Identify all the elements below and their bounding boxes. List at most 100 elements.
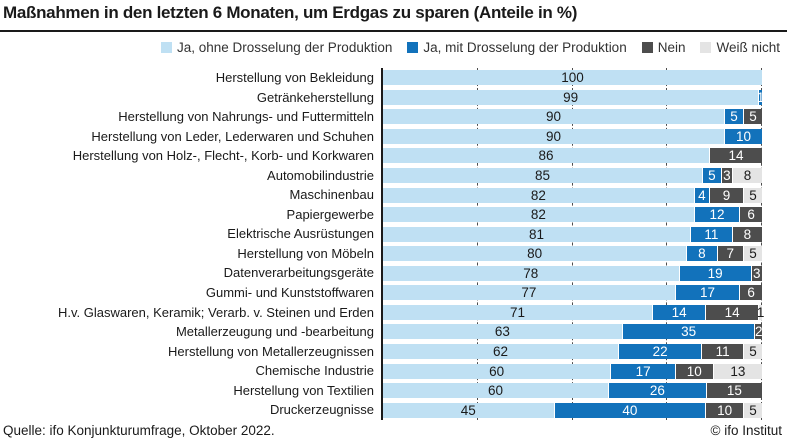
legend-swatch-icon bbox=[641, 42, 653, 53]
plot-gridlines bbox=[383, 68, 762, 420]
category-label: Elektrische Ausrüstungen bbox=[227, 226, 374, 242]
bar-value-label: 9 bbox=[722, 187, 731, 203]
legend-item: Nein bbox=[641, 40, 686, 55]
chart-row: Gummi- und Kunststoffwaren 77 17 6 bbox=[0, 283, 787, 303]
category-label: Chemische Industrie bbox=[255, 363, 375, 379]
chart-title: Maßnahmen in den letzten 6 Monaten, um E… bbox=[3, 3, 578, 22]
bar-value-label: 35 bbox=[681, 324, 697, 340]
legend-label: Nein bbox=[657, 40, 686, 55]
category-label: Herstellung von Holz-, Flecht-, Korb- un… bbox=[72, 148, 374, 164]
bar-value-label: 19 bbox=[707, 265, 723, 281]
bar-segment: 12 bbox=[693, 207, 740, 223]
bar-value-label: 12 bbox=[709, 207, 725, 223]
bar-segment: 85 bbox=[383, 168, 702, 184]
bar-segment: 14 bbox=[705, 304, 759, 320]
bar-stack: 82 4 9 5 bbox=[383, 187, 762, 203]
bar-stack: 60 17 10 13 bbox=[383, 363, 762, 379]
bar-value-label: 15 bbox=[726, 383, 742, 399]
y-axis-line bbox=[381, 68, 383, 420]
bar-value-label: 10 bbox=[686, 363, 702, 379]
chart-row: Metallerzeugung und -bearbeitung 63 35 2 bbox=[0, 322, 787, 342]
category-label: H.v. Glaswaren, Keramik; Verarb. v. Stei… bbox=[58, 304, 374, 320]
bar-value-label: 62 bbox=[492, 343, 508, 359]
bar-segment: 22 bbox=[617, 343, 702, 359]
bar-value-label: 10 bbox=[717, 402, 733, 418]
bar-segment: 35 bbox=[621, 324, 755, 340]
bar-value-label: 13 bbox=[730, 363, 746, 379]
category-label: Herstellung von Metallerzeugnissen bbox=[168, 343, 374, 359]
bar-segment: 62 bbox=[383, 343, 618, 359]
bar-segment: 6 bbox=[739, 285, 762, 301]
bar-value-label: 14 bbox=[724, 304, 740, 320]
source-note: Quelle: ifo Konjunkturumfrage, Oktober 2… bbox=[3, 423, 275, 438]
bar-value-label: 22 bbox=[652, 343, 668, 359]
bar-segment: 8 bbox=[731, 226, 762, 242]
bar-segment: 5 bbox=[743, 187, 762, 203]
bar-segment: 1 bbox=[756, 89, 765, 105]
bar-segment: 14 bbox=[708, 148, 762, 164]
bar-segment: 10 bbox=[705, 402, 744, 418]
category-label: Druckerzeugnisse bbox=[269, 402, 374, 418]
bar-value-label: 17 bbox=[700, 285, 716, 301]
bar-stack: 85 5 3 8 bbox=[383, 168, 762, 184]
bar-segment: 80 bbox=[383, 246, 687, 262]
bar-segment: 3 bbox=[720, 168, 732, 184]
bar-value-label: 3 bbox=[723, 168, 731, 184]
bar-value-label: 80 bbox=[527, 246, 543, 262]
title-divider bbox=[0, 30, 787, 32]
bar-value-label: 85 bbox=[534, 168, 550, 184]
bar-segment: 77 bbox=[383, 285, 675, 301]
category-label: Datenverarbeitungsgeräte bbox=[223, 265, 374, 281]
bar-value-label: 8 bbox=[698, 246, 706, 262]
bar-value-label: 100 bbox=[561, 70, 584, 86]
chart-row: Herstellung von Textilien 60 26 15 bbox=[0, 381, 787, 401]
bar-value-label: 1 bbox=[756, 89, 765, 105]
chart-row: Datenverarbeitungsgeräte 78 19 3 bbox=[0, 263, 787, 283]
legend-swatch-icon bbox=[700, 42, 712, 53]
bar-segment: 14 bbox=[652, 304, 706, 320]
bar-value-label: 7 bbox=[726, 246, 735, 262]
bar-segment: 7 bbox=[716, 246, 744, 262]
gridline-50 bbox=[571, 68, 573, 420]
bar-value-label: 82 bbox=[530, 187, 546, 203]
bar-value-label: 86 bbox=[538, 148, 554, 164]
bar-value-label: 6 bbox=[747, 207, 755, 223]
bar-stack: 62 22 11 5 bbox=[383, 343, 762, 359]
bar-segment: 4 bbox=[693, 187, 709, 203]
bar-segment: 5 bbox=[743, 246, 762, 262]
bar-stack: 78 19 3 bbox=[383, 265, 762, 281]
bar-value-label: 10 bbox=[736, 128, 752, 144]
bar-value-label: 81 bbox=[528, 226, 544, 242]
category-label: Herstellung von Leder, Lederwaren und Sc… bbox=[91, 128, 374, 144]
bar-stack: 81 11 8 bbox=[383, 226, 762, 242]
bar-value-label: 5 bbox=[749, 187, 757, 203]
bar-segment: 71 bbox=[383, 304, 653, 320]
category-label: Herstellung von Möbeln bbox=[237, 245, 374, 261]
bar-value-label: 45 bbox=[460, 402, 476, 418]
category-label: Papiergewerbe bbox=[286, 206, 374, 222]
chart-row: Herstellung von Metallerzeugnissen 62 22 11… bbox=[0, 342, 787, 362]
bar-segment: 17 bbox=[674, 285, 740, 301]
bar-stack: 80 8 7 5 bbox=[383, 246, 762, 262]
bar-value-label: 3 bbox=[753, 265, 761, 281]
bar-value-label: 78 bbox=[523, 265, 539, 281]
legend-swatch-icon bbox=[407, 42, 419, 53]
chart-row: Druckerzeugnisse 45 40 10 5 bbox=[0, 400, 787, 420]
legend-item: Weiß nicht bbox=[700, 40, 780, 55]
chart-row: Herstellung von Holz-, Flecht-, Korb- un… bbox=[0, 146, 787, 166]
bar-stack: 63 35 2 bbox=[383, 324, 762, 340]
bar-segment: 63 bbox=[383, 324, 622, 340]
bar-stack: 99 1 bbox=[383, 89, 765, 105]
bar-value-label: 60 bbox=[488, 383, 504, 399]
bar-value-label: 63 bbox=[494, 324, 510, 340]
legend-label: Weiß nicht bbox=[716, 40, 780, 55]
bar-value-label: 71 bbox=[510, 304, 526, 320]
bar-stack: 100 bbox=[383, 70, 762, 86]
bar-value-label: 8 bbox=[743, 226, 752, 242]
category-label: Automobilindustrie bbox=[267, 167, 374, 183]
chart-row: Papiergewerbe 82 12 6 bbox=[0, 205, 787, 225]
bar-stack: 71 14 14 1 bbox=[383, 304, 764, 320]
bar-segment: 5 bbox=[743, 109, 762, 125]
chart-row: Automobilindustrie 85 5 3 8 bbox=[0, 166, 787, 186]
bar-segment: 5 bbox=[743, 402, 762, 418]
